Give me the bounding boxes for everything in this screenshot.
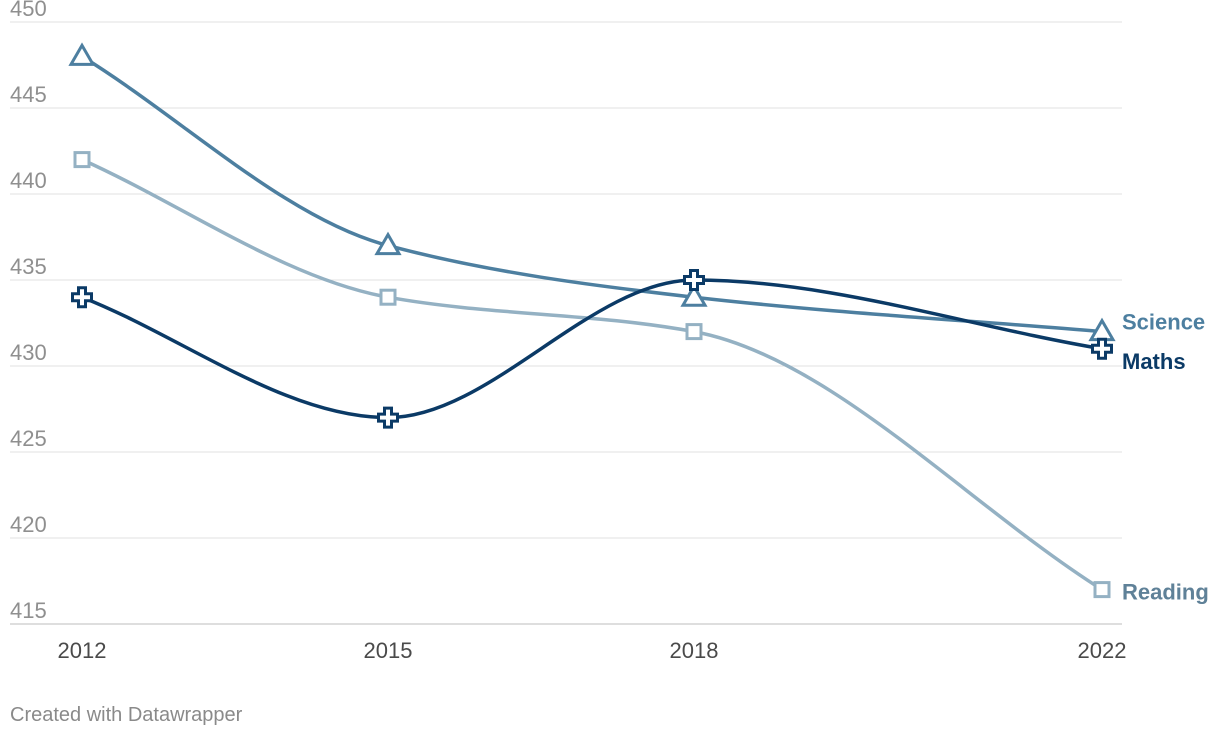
y-tick-label: 420 [10,512,47,537]
line-maths [80,278,1104,420]
point-maths-2012 [71,286,93,309]
y-tick-label: 435 [10,254,47,279]
x-tick-label: 2018 [670,638,719,663]
point-reading-2012 [73,151,91,169]
point-reading-2018 [685,323,703,341]
series-label-science: Science [1122,310,1205,335]
point-maths-2018 [683,269,705,291]
line-chart: 415 420 425 430 435 440 445 450 2012 2015 2018 202… [10,0,1209,663]
point-science-2015 [374,231,402,256]
x-tick-label: 2012 [58,638,107,663]
credit-text: Created with Datawrapper [10,704,243,726]
point-science-2012 [68,42,96,66]
series-markers [68,42,1116,599]
y-tick-label: 445 [10,82,47,107]
point-reading-2022 [1093,581,1111,599]
line-reading [80,157,1104,592]
y-tick-label: 425 [10,426,47,451]
x-axis-ticks: 2012 2015 2018 2022 [58,638,1127,663]
point-maths-2022 [1091,337,1113,360]
point-maths-2015 [377,406,399,429]
y-tick-label: 450 [10,0,47,21]
series-lines [80,54,1104,592]
series-label-maths: Maths [1122,349,1186,374]
y-axis-ticks: 415 420 425 430 435 440 445 450 [10,0,47,623]
series-label-reading: Reading [1122,580,1209,605]
y-tick-label: 415 [10,598,47,623]
point-science-2018 [680,283,708,307]
x-tick-label: 2022 [1078,638,1127,663]
gridlines [10,21,1122,625]
series-labels: Reading Science Maths [1122,310,1209,605]
x-tick-label: 2015 [364,638,413,663]
point-reading-2015 [379,288,397,306]
y-tick-label: 440 [10,168,47,193]
y-tick-label: 430 [10,340,47,365]
line-science [80,54,1104,334]
